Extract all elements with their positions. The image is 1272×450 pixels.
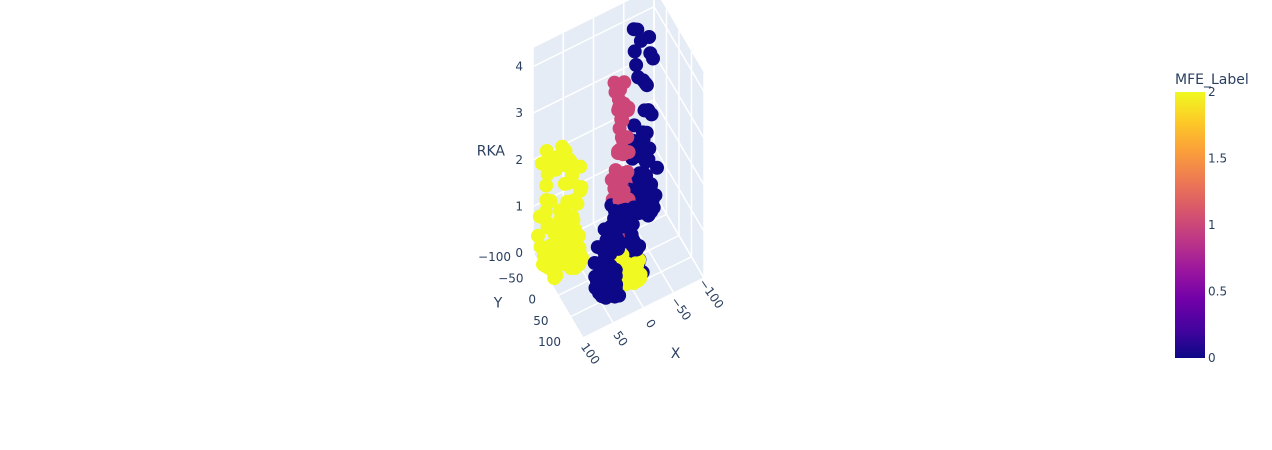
colorbar-gradient [1175, 92, 1205, 358]
y-tick-label: 100 [538, 335, 561, 349]
grid-line [653, 52, 705, 139]
x-tick-label: −50 [668, 294, 694, 323]
data-point [539, 144, 554, 158]
colorbar-title: MFE_Label [1175, 72, 1249, 88]
data-point [613, 82, 627, 97]
data-point [643, 46, 658, 61]
data-point [555, 139, 570, 154]
y-tick-label: 50 [533, 314, 548, 328]
grid-line [532, 5, 655, 68]
colorbar-tick-label: 2 [1208, 85, 1216, 99]
z-axis-title: RKA [477, 144, 506, 160]
data-point [621, 145, 636, 160]
data-point [568, 193, 582, 208]
data-point [595, 279, 610, 294]
scene-3d[interactable] [531, 0, 705, 339]
data-point [627, 44, 642, 59]
y-tick-label: −100 [478, 250, 511, 264]
data-point [540, 167, 555, 182]
data-point [614, 130, 629, 145]
data-point [535, 156, 549, 171]
data-point [633, 33, 648, 48]
x-tick-label: 50 [610, 328, 630, 349]
grid-line [582, 277, 705, 339]
colorbar-tick-label: 1 [1208, 218, 1216, 232]
grid-line [653, 99, 705, 186]
y-tick-label: −50 [498, 271, 523, 285]
colorbar-tick-label: 0 [1208, 351, 1216, 365]
data-point [615, 169, 629, 184]
z-tick-label: 1 [515, 199, 523, 213]
data-point [619, 268, 634, 283]
colorbar-tick-label: 0.5 [1208, 285, 1227, 299]
data-point [540, 220, 555, 235]
data-point [557, 176, 572, 191]
data-point [641, 152, 656, 167]
data-point [558, 231, 573, 246]
data-point [541, 240, 556, 255]
data-point [620, 256, 635, 271]
data-point [557, 213, 572, 228]
grid-line [653, 6, 705, 93]
x-tick-label: 100 [578, 340, 603, 367]
data-point [634, 175, 649, 190]
data-point [549, 267, 563, 282]
z-tick-label: 4 [515, 60, 523, 74]
z-tick-label: 2 [515, 153, 523, 167]
grid-line [653, 192, 705, 279]
data-point [558, 158, 573, 173]
y-tick-label: 0 [528, 293, 536, 307]
data-point [610, 216, 625, 231]
data-points [531, 22, 664, 305]
data-point [543, 194, 558, 208]
x-axis-title: X [671, 346, 681, 362]
data-point [562, 255, 577, 270]
data-point [544, 255, 558, 270]
z-tick-label: 0 [515, 246, 523, 260]
data-point [615, 113, 630, 128]
colorbar-tick-label: 1.5 [1208, 152, 1227, 166]
data-point [630, 22, 645, 37]
data-point [608, 281, 623, 296]
grid-line [653, 146, 705, 232]
data-point [650, 160, 664, 175]
y-axis-title: Y [493, 296, 503, 312]
data-point [611, 144, 626, 159]
data-point [637, 103, 652, 118]
x-tick-label: 0 [643, 317, 659, 331]
data-point [623, 203, 638, 218]
data-point [539, 178, 554, 193]
x-tick-label: −100 [696, 276, 726, 311]
data-point [636, 132, 651, 147]
colorbar: MFE_Label 0 0.5 1 1.5 2 [1175, 72, 1249, 365]
data-point [629, 242, 644, 257]
data-point [631, 70, 646, 85]
data-point [629, 58, 644, 72]
z-tick-label: 3 [515, 106, 523, 120]
data-point [531, 228, 545, 243]
